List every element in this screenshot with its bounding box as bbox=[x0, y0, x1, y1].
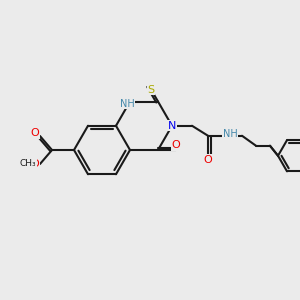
Text: NH: NH bbox=[223, 129, 237, 139]
Text: CH₃: CH₃ bbox=[20, 160, 37, 169]
Text: N: N bbox=[168, 121, 176, 131]
Text: O: O bbox=[31, 128, 39, 138]
Text: O: O bbox=[31, 159, 39, 169]
Text: O: O bbox=[204, 155, 212, 165]
Text: S: S bbox=[147, 85, 155, 95]
Text: NH: NH bbox=[120, 98, 134, 109]
Text: O: O bbox=[172, 140, 180, 150]
